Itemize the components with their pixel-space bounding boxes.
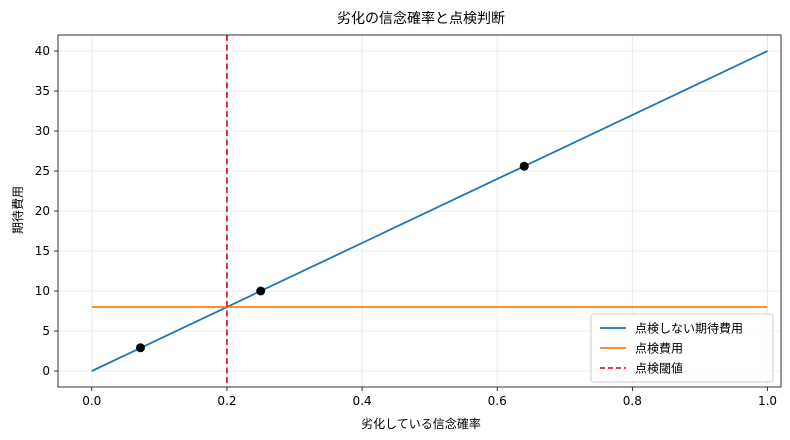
x-axis-ticks: 0.0 0.2 0.4 0.6 0.8 1.0 (82, 387, 777, 408)
data-point (519, 161, 529, 171)
data-point (135, 343, 145, 353)
series-layer (91, 35, 768, 387)
x-tick-label: 0.0 (82, 394, 101, 408)
x-tick-label: 0.6 (488, 394, 507, 408)
data-point (256, 286, 266, 296)
x-tick-label: 0.2 (217, 394, 236, 408)
series-line-expected-cost (91, 50, 768, 372)
y-tick-label: 5 (42, 324, 50, 338)
y-tick-label: 10 (35, 284, 50, 298)
x-tick-label: 0.8 (623, 394, 642, 408)
legend-label: 点検閾値 (635, 361, 683, 376)
y-tick-label: 25 (35, 164, 50, 178)
chart-title: 劣化の信念確率と点検判断 (337, 10, 505, 27)
points-layer (135, 161, 529, 353)
x-axis-label: 劣化している信念確率 (361, 416, 481, 431)
y-tick-label: 40 (35, 44, 50, 58)
y-tick-label: 30 (35, 124, 50, 138)
y-tick-label: 0 (42, 364, 50, 378)
x-tick-label: 1.0 (758, 394, 777, 408)
y-tick-label: 35 (35, 84, 50, 98)
legend-label: 点検しない期待費用 (635, 321, 743, 336)
y-axis-ticks: 0 5 10 15 20 25 30 35 40 (35, 44, 58, 378)
y-tick-label: 15 (35, 244, 50, 258)
grid (58, 35, 781, 387)
legend-box (590, 313, 774, 383)
y-tick-label: 20 (35, 204, 50, 218)
legend-label: 点検費用 (635, 341, 683, 356)
y-axis-label: 期待費用 (10, 186, 25, 234)
x-tick-label: 0.4 (353, 394, 372, 408)
